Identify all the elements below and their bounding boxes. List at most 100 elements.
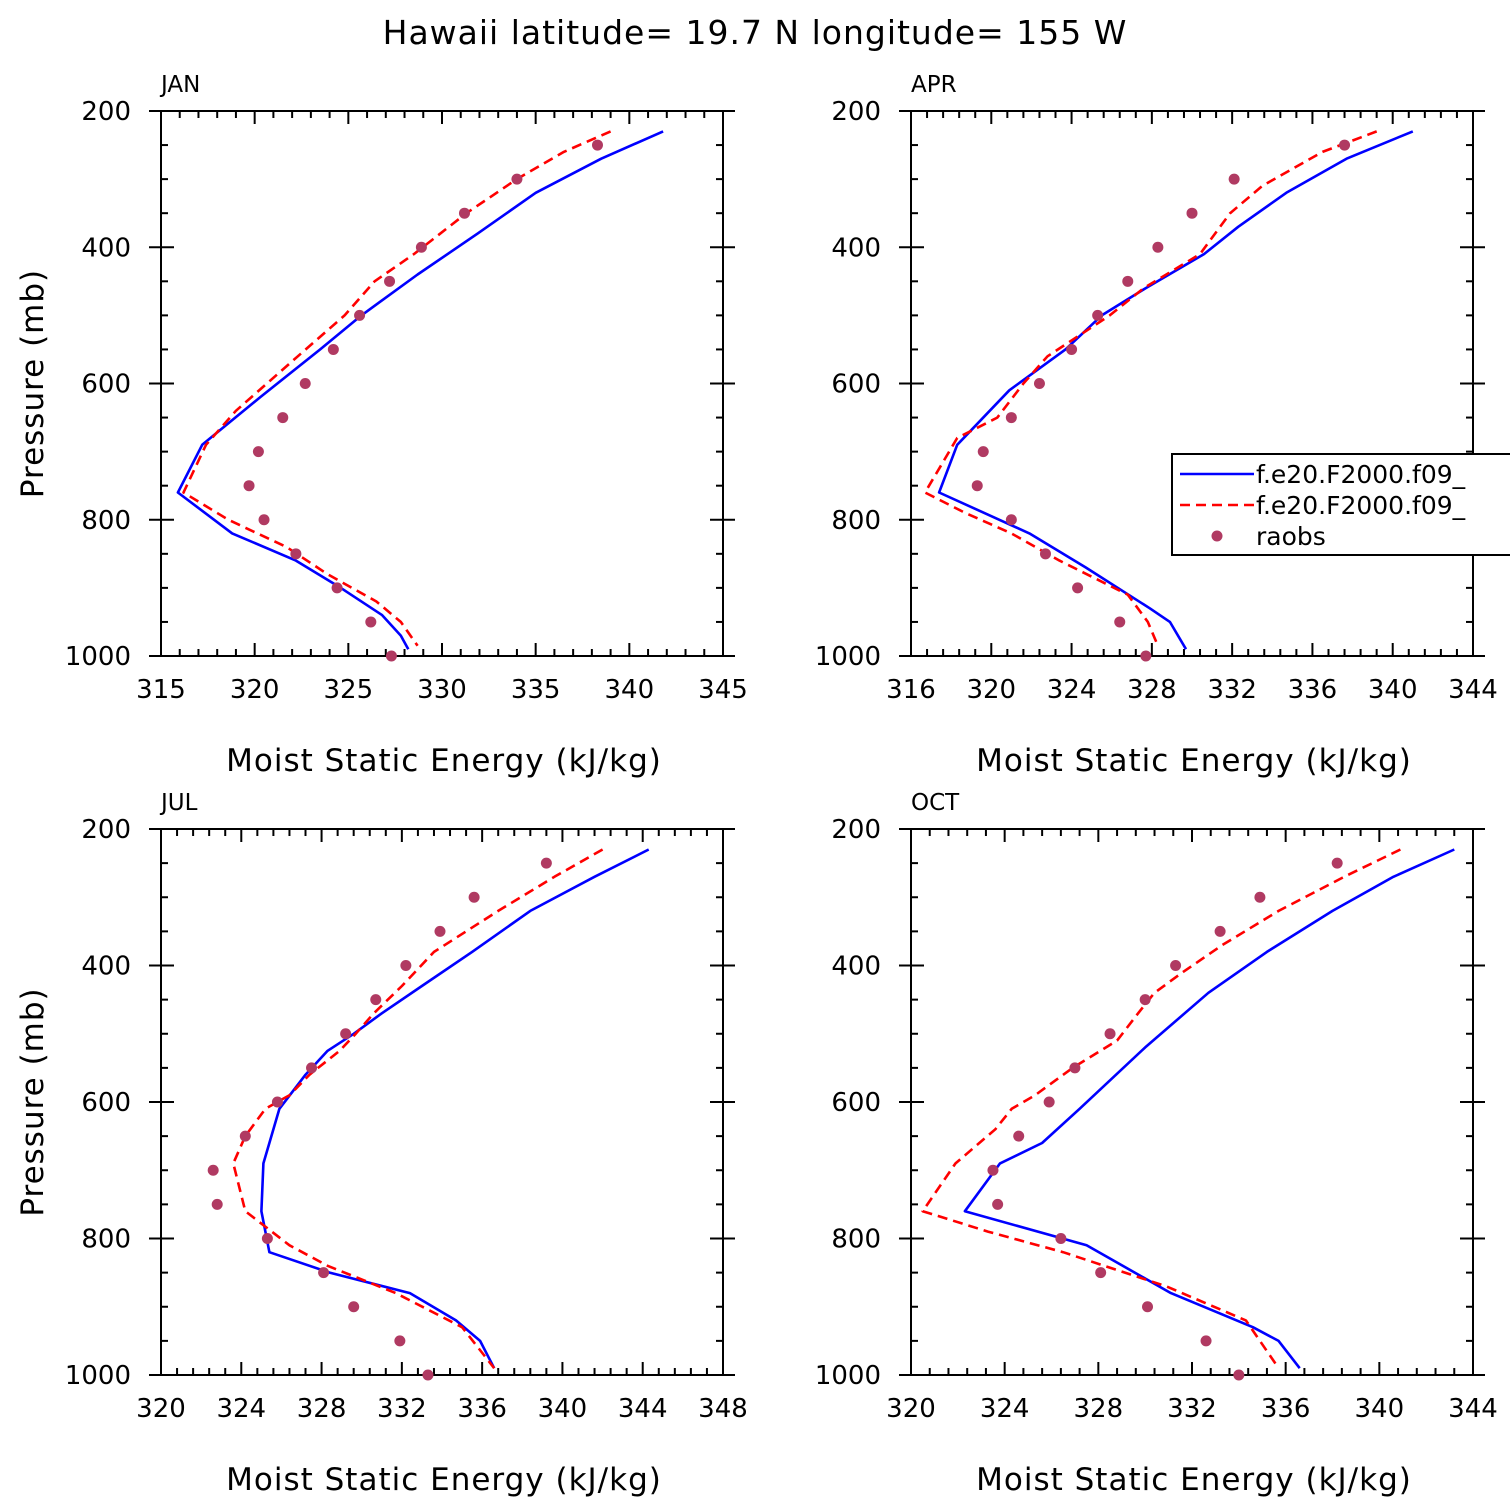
legend-label: f.e20.F2000.f09_ — [1256, 491, 1466, 520]
x-axis-title: Moist Static Energy (kJ/kg) — [226, 1462, 662, 1498]
panel-jan: 315 320 325 330 335 340 345 200 400 600 800 1000 JAN… — [15, 72, 748, 779]
plot-frame — [160, 110, 724, 657]
raobs-point — [511, 173, 523, 185]
panel-jul: 320 324 328 332 336 340 344 348 200 400 600 800 1000… — [15, 790, 748, 1498]
plot-frame — [910, 828, 1474, 1376]
raobs-point — [370, 994, 382, 1006]
raobs-point — [1114, 616, 1126, 628]
raobs-point — [1214, 925, 1226, 937]
raobs-point — [318, 1267, 330, 1279]
panels: 315 320 325 330 335 340 345 200 400 600 800 1000 JAN… — [15, 72, 1498, 1498]
raobs-point — [1228, 173, 1240, 185]
x-tick-label: 320 — [136, 1394, 186, 1424]
model-series-dashed-line — [232, 848, 604, 1370]
panel-label: APR — [911, 72, 957, 98]
y-tick-label: 800 — [831, 506, 881, 536]
raobs-point — [1095, 1267, 1107, 1279]
raobs-point — [207, 1164, 219, 1176]
raobs-point — [987, 1164, 999, 1176]
raobs-point — [1139, 994, 1151, 1006]
x-tick-label: 328 — [297, 1394, 347, 1424]
raobs-point — [1122, 275, 1134, 287]
raobs-point — [1013, 1130, 1025, 1142]
raobs-point — [1142, 1301, 1154, 1313]
raobs-point — [277, 412, 289, 424]
model-series-solid-line — [963, 848, 1455, 1369]
y-tick-label: 600 — [81, 1088, 131, 1118]
raobs-point — [1069, 1062, 1081, 1074]
x-tick-label: 345 — [698, 675, 748, 705]
raobs-point — [348, 1301, 360, 1313]
x-tick-label: 320 — [966, 675, 1016, 705]
legend-label: f.e20.F2000.f09_ — [1256, 460, 1466, 489]
y-tick-label: 1000 — [65, 1361, 131, 1391]
x-tick-label: 348 — [698, 1394, 748, 1424]
panel-label: OCT — [911, 790, 960, 816]
y-tick-label: 600 — [831, 370, 881, 400]
x-tick-label: 344 — [1448, 1394, 1498, 1424]
raobs-point — [340, 1028, 352, 1040]
x-tick-label: 340 — [605, 675, 655, 705]
raobs-point — [468, 891, 480, 903]
x-tick-label: 315 — [136, 675, 186, 705]
raobs-point — [306, 1062, 318, 1074]
raobs-point — [971, 480, 983, 492]
raobs-point — [458, 207, 470, 219]
raobs-point — [1104, 1028, 1116, 1040]
y-tick-label: 1000 — [65, 642, 131, 672]
figure-title: Hawaii latitude= 19.7 N longitude= 155 W — [383, 13, 1128, 52]
y-tick-label: 800 — [831, 1225, 881, 1255]
raobs-point — [1092, 309, 1104, 321]
x-tick-label: 336 — [457, 1394, 507, 1424]
plot-frame — [160, 828, 724, 1376]
x-tick-label: 336 — [1261, 1394, 1311, 1424]
model-series-solid-line — [176, 130, 664, 650]
y-tick-label: 800 — [81, 1225, 131, 1255]
model-series-dashed-line — [182, 130, 612, 647]
raobs-point — [394, 1335, 406, 1347]
y-tick-label: 400 — [81, 233, 131, 263]
raobs-point — [1339, 139, 1351, 151]
raobs-point — [261, 1233, 273, 1244]
x-axis-title: Moist Static Energy (kJ/kg) — [976, 743, 1412, 779]
y-axis-title: Pressure (mb) — [15, 987, 51, 1216]
x-tick-label: 332 — [1207, 675, 1257, 705]
x-tick-label: 324 — [980, 1394, 1030, 1424]
raobs-point — [1005, 514, 1017, 526]
raobs-point — [1055, 1233, 1067, 1244]
x-tick-label: 316 — [886, 675, 936, 705]
raobs-point — [1043, 1096, 1055, 1108]
model-series-solid-line — [937, 130, 1414, 650]
raobs-point — [1186, 207, 1198, 219]
x-tick-label: 332 — [377, 1394, 427, 1424]
raobs-point — [540, 857, 552, 869]
raobs-point — [258, 514, 270, 526]
raobs-point — [252, 446, 264, 458]
x-tick-label: 320 — [230, 675, 280, 705]
legend-label: raobs — [1256, 522, 1326, 551]
raobs-point — [1039, 548, 1051, 560]
x-tick-label: 328 — [1074, 1394, 1124, 1424]
x-tick-label: 335 — [511, 675, 561, 705]
y-tick-label: 600 — [831, 1088, 881, 1118]
y-tick-label: 600 — [81, 370, 131, 400]
x-axis-title: Moist Static Energy (kJ/kg) — [976, 1462, 1412, 1498]
legend: f.e20.F2000.f09_f.e20.F2000.f09_raobs — [1171, 453, 1510, 556]
raobs-point — [385, 650, 397, 662]
panel-oct: 320 324 328 332 336 340 344 200 400 600 800 1000 OCT… — [815, 790, 1498, 1498]
x-tick-label: 324 — [1047, 675, 1097, 705]
raobs-point — [1066, 343, 1078, 355]
x-tick-label: 344 — [1448, 675, 1498, 705]
model-series-dashed-line — [923, 130, 1378, 647]
raobs-point — [434, 925, 446, 937]
y-tick-label: 200 — [81, 97, 131, 127]
y-tick-label: 200 — [81, 815, 131, 845]
x-tick-label: 330 — [417, 675, 467, 705]
y-tick-label: 1000 — [815, 642, 881, 672]
y-tick-label: 400 — [81, 952, 131, 982]
y-tick-label: 1000 — [815, 1361, 881, 1391]
x-tick-label: 324 — [216, 1394, 266, 1424]
y-axis-title: Pressure (mb) — [15, 269, 51, 498]
raobs-point — [1152, 241, 1164, 253]
